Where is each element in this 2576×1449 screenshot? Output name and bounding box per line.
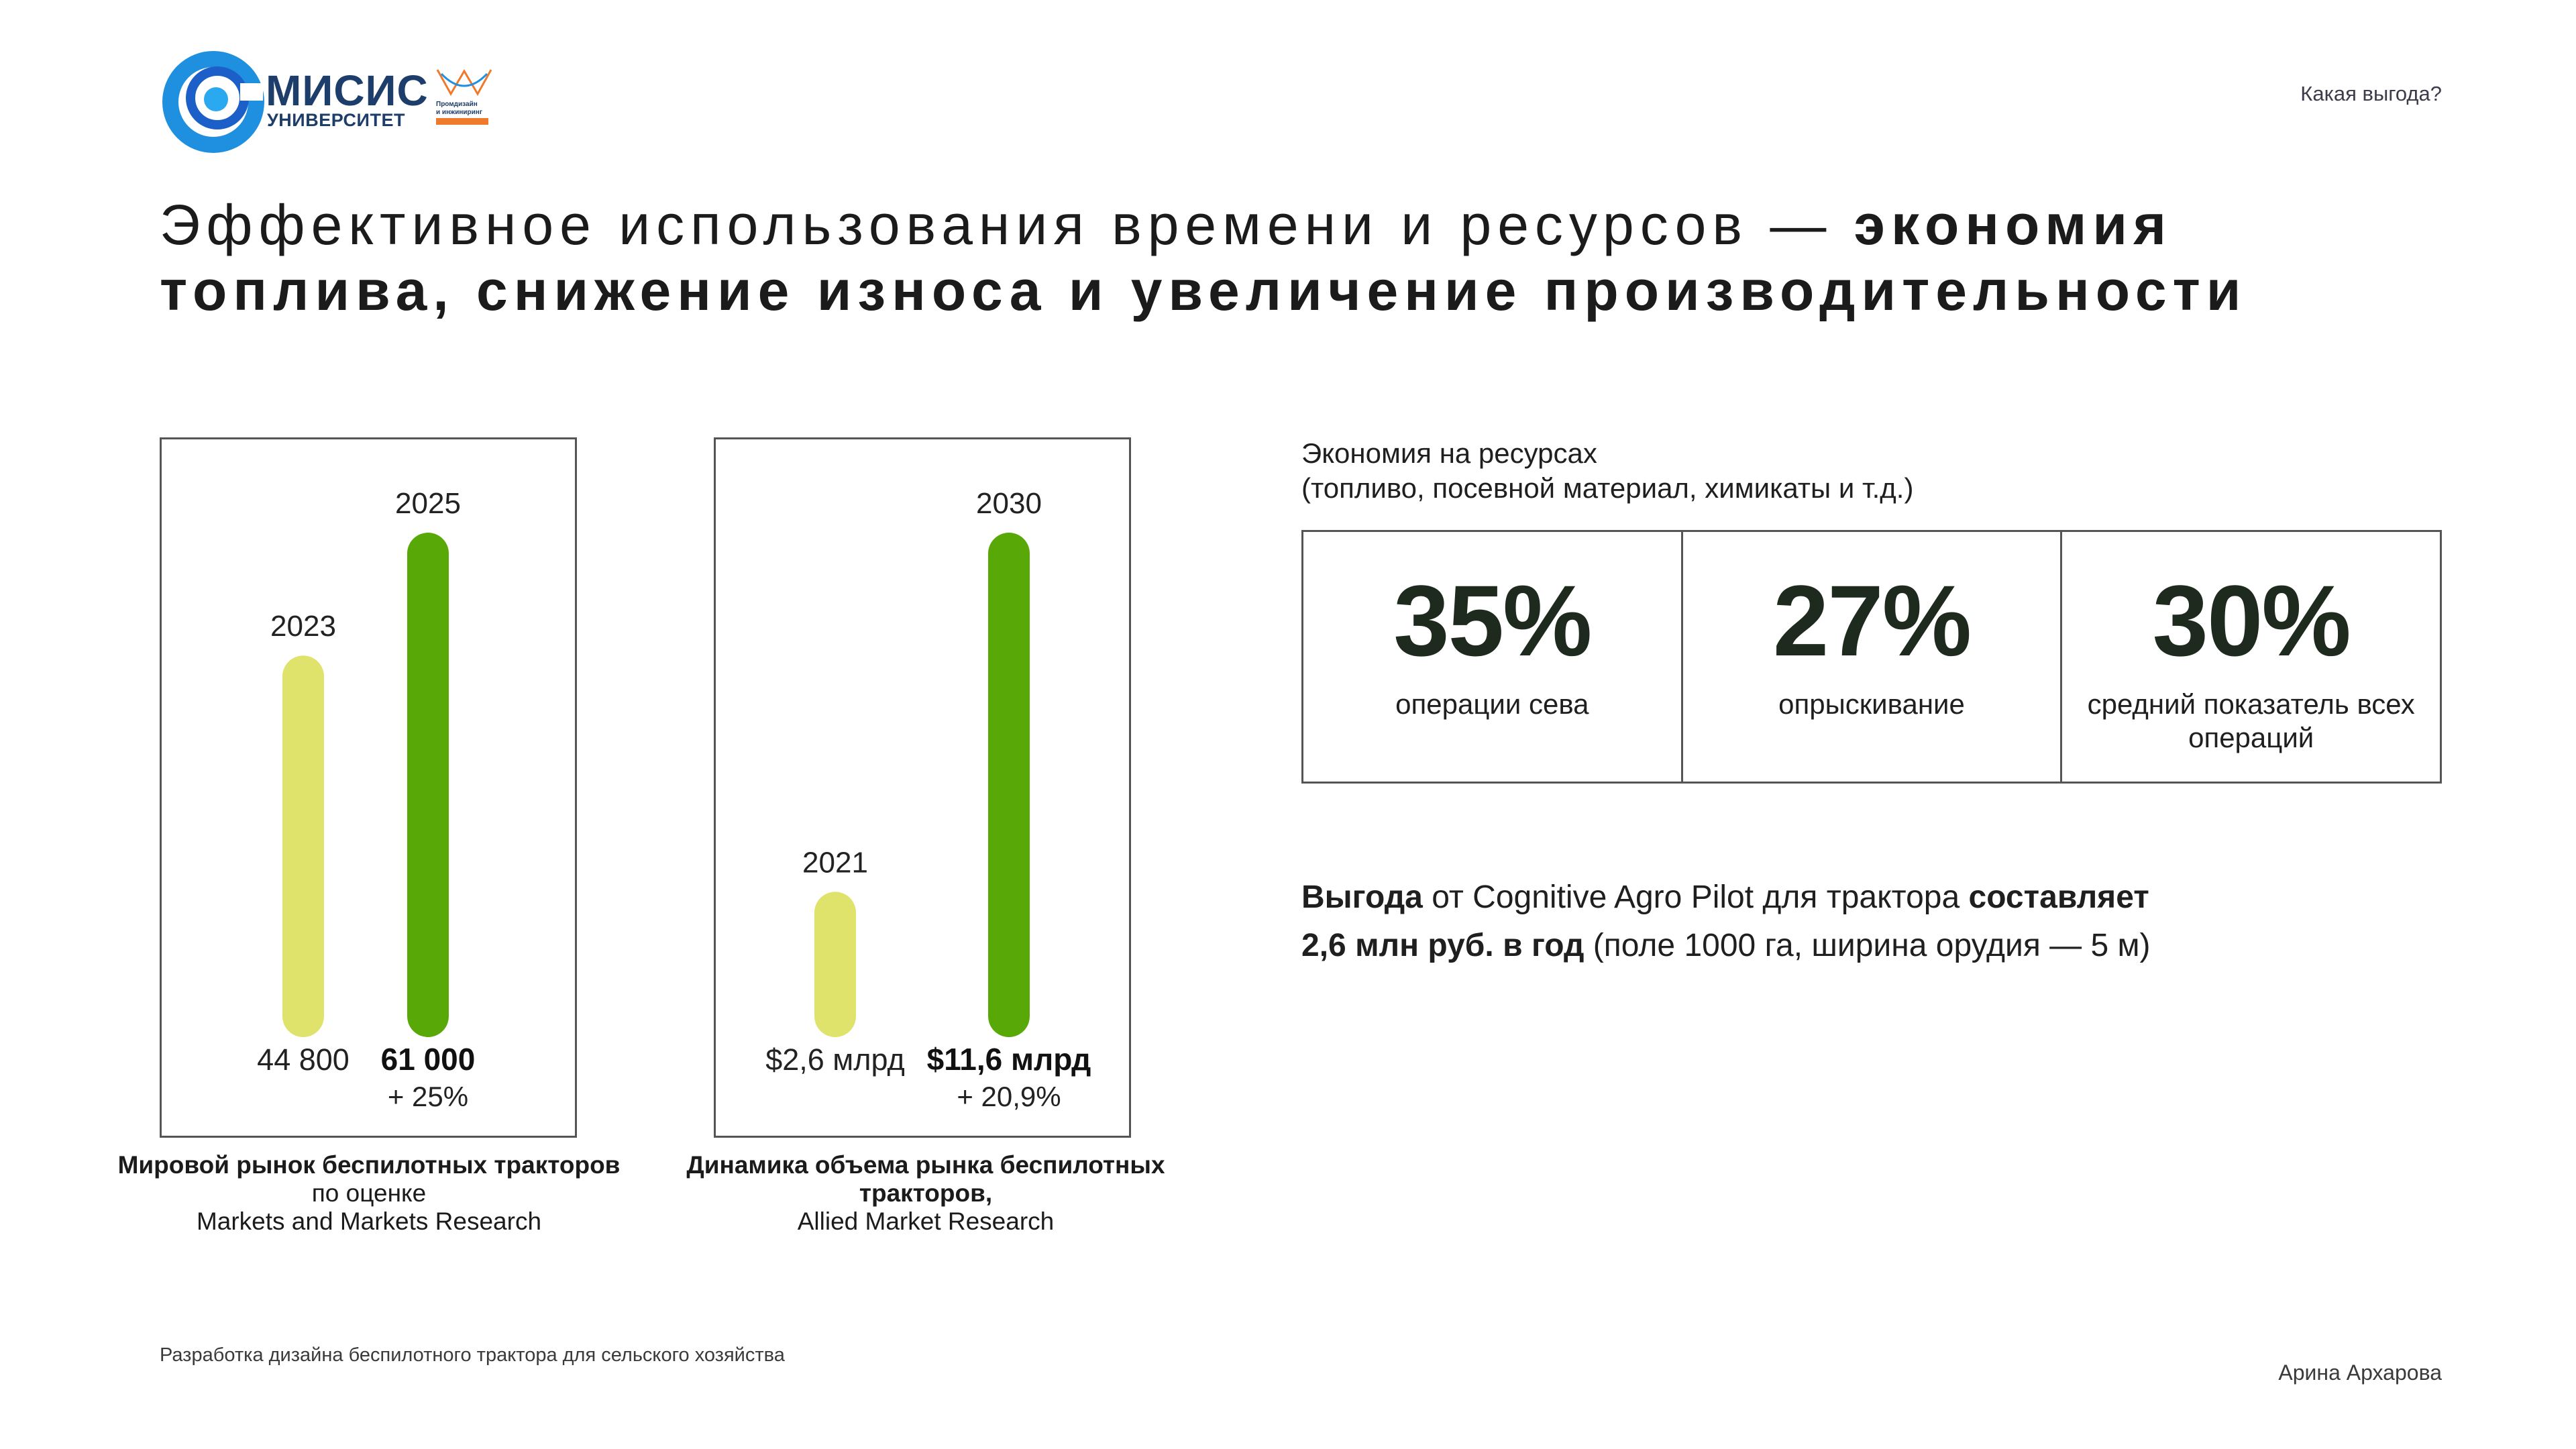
value-label-2023: 44 800 xyxy=(257,1042,350,1077)
slide-title-light: Эффективное использования времени и ресу… xyxy=(160,193,1854,256)
savings-label: средний показатель всех операций xyxy=(2087,688,2415,753)
growth-label: + 25% xyxy=(388,1081,468,1112)
market-units-chart-svg: 2023 2025 44 800 61 000 + 25% xyxy=(257,487,476,1112)
partner-logo-icon xyxy=(436,69,492,97)
benefit-bold-3: 2,6 млн руб. в год xyxy=(1301,928,1585,963)
partner-logo: Промдизайн и инжиниринг xyxy=(435,67,494,131)
value-label-2025: 61 000 xyxy=(381,1042,476,1077)
chart-caption-1-source: Markets and Markets Research xyxy=(196,1208,542,1235)
savings-value: 35% xyxy=(1393,564,1592,677)
savings-cell-average: 30% средний показатель всех операций xyxy=(2062,532,2440,782)
year-label-2030: 2030 xyxy=(976,487,1042,520)
chart-caption-2: Динамика объема рынка беспилотных тракто… xyxy=(671,1151,1181,1236)
savings-cell-spraying: 27% опрыскивание xyxy=(1683,532,2063,782)
chart-caption-1-bold: Мировой рынок беспилотных тракторов xyxy=(117,1151,621,1179)
chart-caption-1: Мировой рынок беспилотных тракторов по о… xyxy=(114,1151,624,1236)
savings-table: 35% операции сева 27% опрыскивание 30% с… xyxy=(1301,530,2442,784)
savings-label: операции сева xyxy=(1395,688,1589,720)
partner-logo-line-2: и инжиниринг xyxy=(436,109,482,116)
benefit-text-1: от Cognitive Agro Pilot для трактора xyxy=(1422,879,1969,915)
chart-caption-1-regular: по оценке xyxy=(311,1179,427,1207)
section-title: Какая выгода? xyxy=(2300,82,2442,105)
savings-cell-sowing: 35% операции сева xyxy=(1303,532,1683,782)
year-label-2023: 2023 xyxy=(270,610,336,643)
slide-title-bold: экономия топлива, снижение износа и увел… xyxy=(160,193,2247,322)
slide-title: Эффективное использования времени и ресу… xyxy=(160,192,2373,323)
misis-logo-icon xyxy=(162,51,264,153)
footer-author: Арина Архарова xyxy=(2278,1360,2442,1385)
savings-value: 27% xyxy=(1772,564,1972,677)
misis-logo: МИСИС УНИВЕРСИТЕТ xyxy=(160,48,508,156)
growth-label: + 20,9% xyxy=(957,1081,1061,1112)
chart-caption-2-bold: Динамика объема рынка беспилотных тракто… xyxy=(686,1151,1165,1207)
market-units-chart: 2023 2025 44 800 61 000 + 25% xyxy=(160,437,577,1138)
market-value-chart-svg: 2021 2030 $2,6 млрд $11,6 млрд + 20,9% xyxy=(765,487,1091,1112)
benefit-bold-2: составляет xyxy=(1968,879,2149,915)
value-label-2021: $2,6 млрд xyxy=(765,1042,905,1077)
year-label-2025: 2025 xyxy=(395,487,461,520)
partner-logo-line-1: Промдизайн xyxy=(436,101,478,108)
year-label-2021: 2021 xyxy=(802,846,868,879)
logo-name: МИСИС xyxy=(266,66,429,115)
chart-caption-2-source: Allied Market Research xyxy=(797,1208,1055,1235)
savings-heading-line-2: (топливо, посевной материал, химикаты и … xyxy=(1301,472,1914,504)
savings-value: 30% xyxy=(2152,564,2351,677)
savings-heading-line-1: Экономия на ресурсах xyxy=(1301,437,1597,469)
partner-logo-bar xyxy=(436,118,488,125)
logo-subtitle: УНИВЕРСИТЕТ xyxy=(267,110,405,130)
value-label-2030: $11,6 млрд xyxy=(927,1042,1091,1077)
savings-label: опрыскивание xyxy=(1778,688,1965,720)
benefit-bold-1: Выгода xyxy=(1301,879,1423,915)
benefit-statement: Выгода от Cognitive Agro Pilot для тракт… xyxy=(1301,873,2348,970)
savings-heading: Экономия на ресурсах (топливо, посевной … xyxy=(1301,436,1913,506)
market-value-chart: 2021 2030 $2,6 млрд $11,6 млрд + 20,9% xyxy=(714,437,1131,1138)
footer-project: Разработка дизайна беспилотного трактора… xyxy=(160,1344,785,1366)
benefit-text-2: (поле 1000 га, ширина орудия — 5 м) xyxy=(1584,928,2151,963)
